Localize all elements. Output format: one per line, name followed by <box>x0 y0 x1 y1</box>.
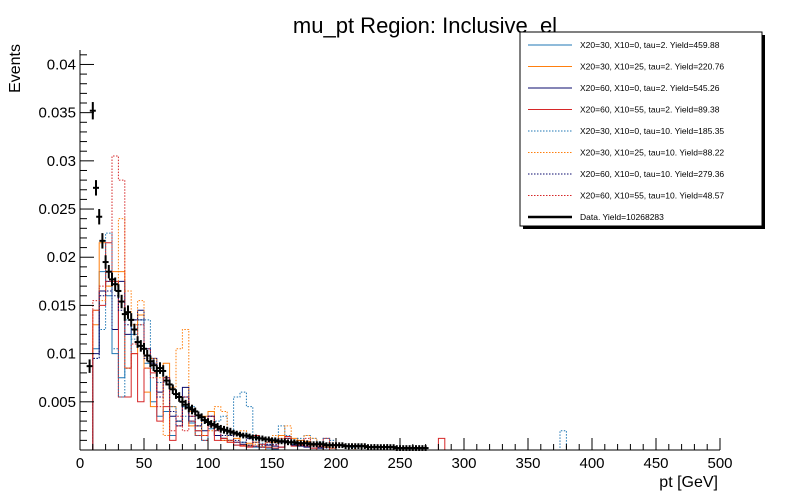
data-point <box>109 272 115 287</box>
data-point <box>169 384 176 395</box>
data-point <box>121 307 128 321</box>
y-tick-label: 0.02 <box>47 249 76 266</box>
legend-box <box>519 31 763 227</box>
x-tick-label: 0 <box>76 455 84 472</box>
data-point <box>131 323 138 336</box>
data-point <box>205 418 211 426</box>
legend-entry: Data. Yield=10268283 <box>528 212 664 222</box>
legend-label: X20=30, X10=25, tau=2. Yield=220.76 <box>580 62 724 72</box>
y-tick-label: 0.005 <box>38 394 76 411</box>
legend: X20=30, X10=0, tau=2. Yield=459.88 X20=30… <box>519 31 765 229</box>
data-point <box>211 421 218 429</box>
data-point <box>173 389 179 399</box>
data-point <box>125 305 131 319</box>
y-tick-label: 0.03 <box>47 153 76 170</box>
data-point <box>153 365 160 377</box>
y-axis-label: Events <box>7 44 24 93</box>
data-point <box>112 277 119 291</box>
data-point <box>163 375 170 386</box>
data-point <box>89 102 96 120</box>
y-tick-label: 0.025 <box>38 201 76 218</box>
data-point <box>102 255 109 269</box>
data-point <box>96 209 103 225</box>
x-tick-label: 500 <box>707 455 732 472</box>
chart-title: mu_pt Region: Inclusive_el <box>293 13 557 38</box>
data-point <box>189 404 195 415</box>
data-point <box>198 413 205 422</box>
legend-label: X20=60, X10=55, tau=2. Yield=89.38 <box>580 105 720 115</box>
legend-entry: X20=60, X10=55, tau=10. Yield=48.57 <box>528 191 724 201</box>
x-tick-label: 100 <box>195 455 220 472</box>
x-tick-label: 300 <box>451 455 476 472</box>
data-point <box>134 336 141 348</box>
data-point <box>176 392 183 402</box>
y-tick-label: 0.04 <box>47 56 76 73</box>
data-point <box>144 349 151 362</box>
data-point <box>182 399 189 410</box>
legend-label: X20=60, X10=55, tau=10. Yield=48.57 <box>580 191 724 201</box>
legend-entry: X20=60, X10=0, tau=2. Yield=545.26 <box>528 83 720 93</box>
legend-entry: X20=30, X10=25, tau=2. Yield=220.76 <box>528 62 724 72</box>
legend-entry: X20=60, X10=55, tau=2. Yield=89.38 <box>528 105 720 115</box>
legend-label: X20=30, X10=0, tau=10. Yield=185.35 <box>580 126 724 136</box>
data-point <box>118 294 125 309</box>
data-point <box>86 359 93 373</box>
x-tick-label: 350 <box>515 455 540 472</box>
data-point <box>166 379 173 390</box>
data-point <box>99 233 106 249</box>
y-tick-label: 0.015 <box>38 297 76 314</box>
axes: 0 50 100 150 200 250 300 350 400 450 500 0.005 0.01 0… <box>38 50 733 472</box>
x-tick-label: 450 <box>643 455 668 472</box>
legend-entry: X20=30, X10=0, tau=10. Yield=185.35 <box>528 126 724 136</box>
data-point <box>179 396 186 407</box>
x-tick-label: 250 <box>387 455 412 472</box>
x-tick-label: 400 <box>579 455 604 472</box>
legend-label: X20=30, X10=0, tau=2. Yield=459.88 <box>580 40 720 50</box>
data-point <box>214 423 221 431</box>
legend-label: X20=30, X10=25, tau=10. Yield=88.22 <box>580 148 724 158</box>
data-point <box>105 264 112 279</box>
x-tick-label: 200 <box>323 455 348 472</box>
x-tick-label: 150 <box>259 455 284 472</box>
data-point <box>141 343 147 355</box>
legend-entry: X20=60, X10=0, tau=10. Yield=279.36 <box>528 169 724 179</box>
data-point <box>128 313 135 327</box>
x-axis-label: pt [GeV] <box>659 474 718 491</box>
y-tick-label: 0.035 <box>38 105 76 122</box>
data-point <box>192 407 199 416</box>
data-point <box>195 411 202 420</box>
x-tick-label: 50 <box>136 455 153 472</box>
data-point <box>150 359 157 371</box>
data-point <box>93 180 99 196</box>
data-point <box>160 365 167 377</box>
histogram-series-layer <box>80 155 592 451</box>
y-tick-label: 0.01 <box>47 346 76 363</box>
data-point <box>137 340 144 352</box>
data-points-layer <box>86 102 429 451</box>
legend-label: X20=60, X10=0, tau=2. Yield=545.26 <box>580 83 720 93</box>
data-point <box>201 416 208 424</box>
series-3-histogram <box>80 242 592 451</box>
legend-entry: X20=30, X10=0, tau=2. Yield=459.88 <box>528 40 720 50</box>
data-point <box>157 362 163 374</box>
data-point <box>115 284 122 298</box>
legend-label: X20=60, X10=0, tau=10. Yield=279.36 <box>580 169 724 179</box>
legend-label: Data. Yield=10268283 <box>580 212 664 222</box>
legend-entry: X20=30, X10=25, tau=10. Yield=88.22 <box>528 148 724 158</box>
data-point <box>185 402 192 413</box>
data-point <box>147 355 154 368</box>
